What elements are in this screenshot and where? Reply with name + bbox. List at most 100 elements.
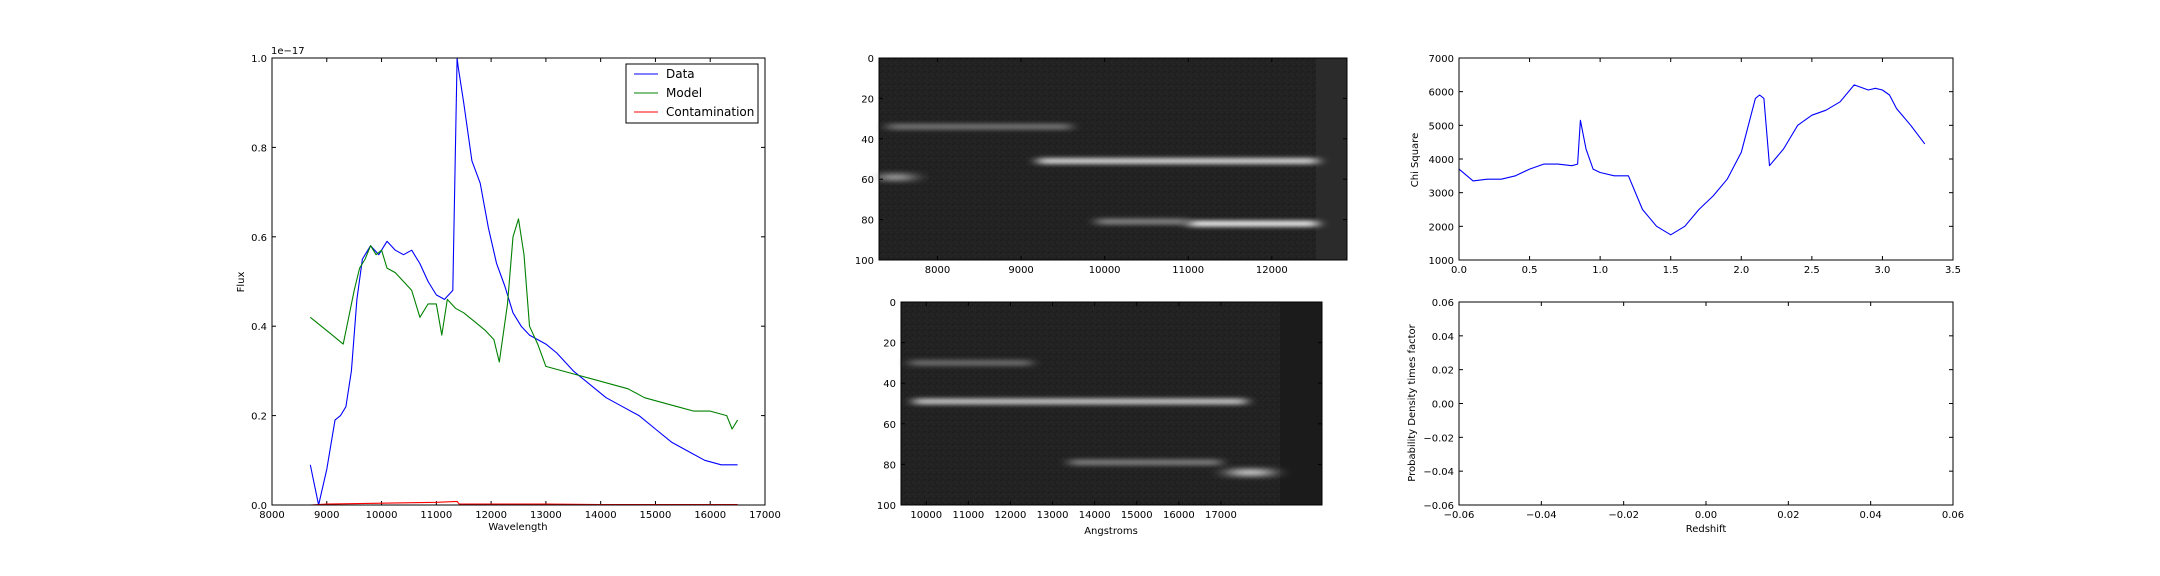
legend-contamination-label: Contamination: [666, 105, 754, 119]
spectrum-xtick-label: 13000: [530, 510, 562, 521]
chi-square-xtick-label: 2.5: [1804, 265, 1820, 276]
image-top-ticks: 8000 9000 10000 11000 12000 0 20 40 60 80 100: [855, 54, 1347, 276]
chi-square-xtick-label: 0.0: [1451, 265, 1467, 276]
spectrum-ytick-label: 1.0: [251, 54, 267, 65]
spectrum-xtick-label: 11000: [420, 510, 452, 521]
probability-xtick-label: −0.04: [1526, 510, 1557, 521]
spectrum-legend: Data Model Contamination: [625, 63, 759, 124]
image-top-ytick-label: 40: [861, 135, 874, 146]
probability-xtick-label: 0.04: [1860, 510, 1882, 521]
chi-square-xtick-label: 2.0: [1733, 265, 1749, 276]
chi-square-xtick-label: 3.0: [1874, 265, 1890, 276]
chi-square-frame: [1458, 57, 1954, 261]
chi-square-ytick-label: 4000: [1429, 155, 1454, 166]
image-bottom-traces: [909, 359, 1272, 476]
probability-ytick-label: 0.04: [1432, 332, 1454, 343]
image-bottom-xtick-label: 17000: [1205, 510, 1237, 521]
spectrum-xtick-label: 8000: [259, 510, 284, 521]
image-top-xtick-label: 10000: [1089, 265, 1121, 276]
image-bottom-xtick-label: 16000: [1163, 510, 1195, 521]
chi-square-ytick-label: 7000: [1429, 54, 1454, 65]
spectrum-offset-text: 1e−17: [271, 46, 305, 57]
image-bottom-xtick-label: 14000: [1079, 510, 1111, 521]
image-top-xtick-label: 12000: [1256, 265, 1288, 276]
probability-ytick-label: 0.00: [1432, 400, 1454, 411]
chi-square-ytick-label: 5000: [1429, 121, 1454, 132]
probability-xtick-label: −0.02: [1608, 510, 1639, 521]
spectrum-ytick-label: 0.2: [251, 412, 267, 423]
spectrum-line-data: [309, 57, 738, 506]
image-top-traces: [879, 123, 1318, 227]
spectrum-xtick-label: 17000: [749, 510, 781, 521]
image-bottom-xtick-label: 15000: [1121, 510, 1153, 521]
probability-ytick-label: −0.06: [1423, 501, 1454, 512]
image-top-frame: [878, 57, 1348, 261]
probability-ytick-label: 0.06: [1432, 298, 1454, 309]
probability-xtick-label: 0.00: [1695, 510, 1717, 521]
probability-xtick-label: −0.06: [1444, 510, 1475, 521]
image-bottom-trace: [909, 359, 1032, 366]
probability-ticks: −0.06 −0.04 −0.02 0.00 0.02 0.04 0.06 −0.06 −0.0…: [1423, 298, 1964, 521]
chi-square-line-series: [1458, 84, 1926, 236]
image-top-trace: [1037, 158, 1318, 165]
image-top-ytick-label: 60: [861, 175, 874, 186]
image-top-ytick-label: 0: [868, 54, 874, 65]
image-bottom-trace: [1229, 469, 1272, 476]
probability-frame: [1458, 301, 1954, 506]
probability-ytick-label: −0.04: [1423, 467, 1454, 478]
spectrum-ytick-label: 0.4: [251, 322, 267, 333]
image-top-ytick-label: 20: [861, 94, 874, 105]
image-top-trace: [887, 123, 1072, 130]
image-bottom-xtick-label: 10000: [910, 510, 942, 521]
image-top-xtick-label: 9000: [1008, 265, 1033, 276]
image-bottom-ytick-label: 100: [877, 501, 896, 512]
probability-panel: −0.06 −0.04 −0.02 0.00 0.02 0.04 0.06 −0.06 −0.0…: [1407, 298, 1964, 535]
probability-ytick-label: 0.02: [1432, 366, 1454, 377]
image-bottom-ytick-label: 60: [883, 420, 896, 431]
image-top-trace: [1188, 220, 1318, 227]
spectrum-xtick-label: 14000: [585, 510, 617, 521]
image-bottom-edge-strip: [1280, 302, 1322, 505]
legend-data-label: Data: [666, 67, 695, 81]
chi-square-xtick-label: 1.0: [1592, 265, 1608, 276]
image-bottom-trace: [913, 398, 1247, 405]
image-top-trace: [879, 174, 913, 181]
spectrum-lines: [309, 57, 739, 506]
image-top-xtick-label: 8000: [925, 265, 950, 276]
image-bottom-frame: [900, 301, 1323, 506]
image-bottom-xtick-label: 11000: [952, 510, 984, 521]
probability-ylabel: Probability Density times factor: [1407, 323, 1418, 481]
chi-square-panel: 0.0 0.5 1.0 1.5 2.0 2.5 3.0 3.5 1000 2000 3000 4000…: [1410, 54, 1961, 276]
image-bottom-ytick-label: 20: [883, 339, 896, 350]
spectrum-xtick-label: 16000: [694, 510, 726, 521]
image-bottom-xtick-label: 12000: [995, 510, 1027, 521]
chi-square-lines: [1458, 84, 1926, 236]
chi-square-ytick-label: 1000: [1429, 256, 1454, 267]
image-top-xtick-label: 11000: [1172, 265, 1204, 276]
probability-xlabel: Redshift: [1686, 524, 1727, 535]
spectrum-ylabel: Flux: [236, 272, 247, 293]
spectrum-xtick-label: 9000: [314, 510, 339, 521]
spectrum-ytick-label: 0.0: [251, 501, 267, 512]
chi-square-ytick-label: 6000: [1429, 88, 1454, 99]
image-bottom-ticks: 10000 11000 12000 13000 14000 15000 16000 17000…: [877, 298, 1322, 521]
probability-xtick-label: 0.06: [1942, 510, 1964, 521]
image-bottom-ytick-label: 0: [890, 298, 896, 309]
spectrum-axes-frame: [271, 57, 766, 506]
spectrum-xtick-label: 12000: [475, 510, 507, 521]
image-bottom-trace: [1069, 459, 1221, 466]
spectrum-panel: 8000 9000 10000 11000 12000 13000 14000 15000 16…: [236, 46, 781, 533]
image-bottom-ytick-label: 80: [883, 460, 896, 471]
image-bottom-xtick-label: 13000: [1037, 510, 1069, 521]
chi-square-ytick-label: 3000: [1429, 189, 1454, 200]
image-bottom-panel: 10000 11000 12000 13000 14000 15000 16000 17000…: [877, 298, 1323, 537]
spectrum-ytick-label: 0.6: [251, 233, 267, 244]
image-bottom-ytick-label: 40: [883, 379, 896, 390]
probability-ytick-label: −0.02: [1423, 433, 1454, 444]
image-top-panel: 8000 9000 10000 11000 12000 0 20 40 60 80 100: [855, 54, 1348, 276]
chi-square-ylabel: Chi Square: [1410, 133, 1421, 187]
image-top-trace: [1096, 218, 1189, 225]
spectrum-xlabel: Wavelength: [488, 522, 547, 533]
image-bottom-xlabel: Angstroms: [1084, 526, 1138, 537]
